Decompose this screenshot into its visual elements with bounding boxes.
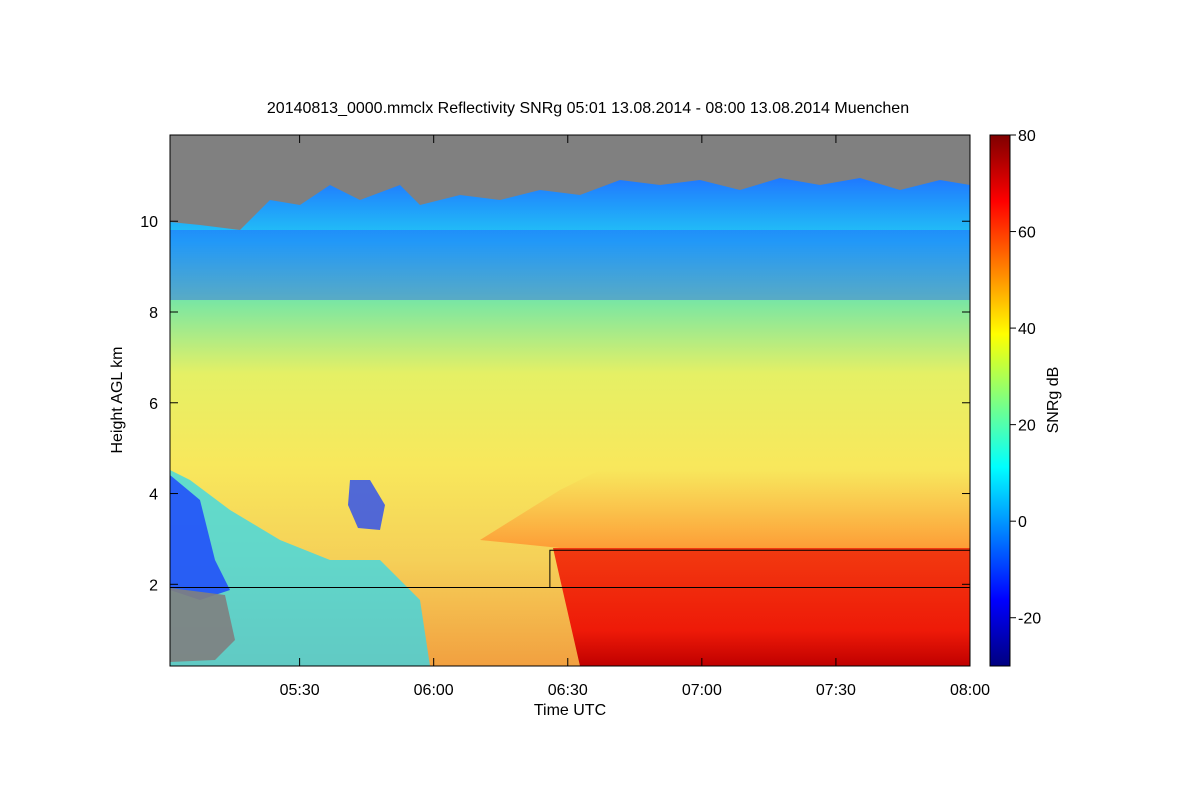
x-axis-label: Time UTC xyxy=(534,702,606,719)
y-tick-label: 4 xyxy=(149,487,158,504)
chart-title: 20140813_0000.mmclx Reflectivity SNRg 05… xyxy=(267,100,909,117)
x-axis: 05:30 06:00 06:30 07:00 07:30 08:00 xyxy=(280,135,990,699)
x-tick-label: 08:00 xyxy=(950,682,990,699)
layer-top-line xyxy=(549,549,970,588)
low-layer-high-return xyxy=(553,548,970,666)
x-tick-label: 07:00 xyxy=(682,682,722,699)
colorbar-axis: -20 0 20 40 60 80 xyxy=(1010,128,1041,628)
x-tick-label: 07:30 xyxy=(816,682,856,699)
colorbar-tick-label: 40 xyxy=(1018,321,1036,338)
low-noise-no-data xyxy=(170,588,235,662)
x-tick-label: 05:30 xyxy=(280,682,320,699)
colorbar-tick-label: 80 xyxy=(1018,128,1036,145)
cloud-top-no-data xyxy=(170,135,970,230)
y-tick-label: 10 xyxy=(140,214,158,231)
y-axis-label: Height AGL km xyxy=(109,346,126,453)
y-axis: 2 4 6 8 10 xyxy=(140,214,970,594)
upper-dark-blue-band xyxy=(170,230,970,300)
low-cyan-sector xyxy=(170,470,430,666)
plot-area xyxy=(170,135,970,666)
x-tick-label: 06:30 xyxy=(548,682,588,699)
colorbar xyxy=(989,134,1011,667)
overlay-lines xyxy=(170,549,970,588)
x-tick-label: 06:00 xyxy=(414,682,454,699)
plot-frame xyxy=(169,134,971,667)
low-blue-patch xyxy=(170,475,230,600)
y-tick-label: 8 xyxy=(149,305,158,322)
mid-blue-patch xyxy=(348,480,385,530)
colorbar-label: SNRg dB xyxy=(1045,367,1062,434)
orange-wedge xyxy=(480,470,970,548)
colorbar-tick-label: -20 xyxy=(1018,611,1041,628)
y-tick-label: 2 xyxy=(149,577,158,594)
colorbar-tick-label: 60 xyxy=(1018,225,1036,242)
y-tick-label: 6 xyxy=(149,396,158,413)
colorbar-tick-label: 20 xyxy=(1018,418,1036,435)
colorbar-tick-label: 0 xyxy=(1018,514,1027,531)
